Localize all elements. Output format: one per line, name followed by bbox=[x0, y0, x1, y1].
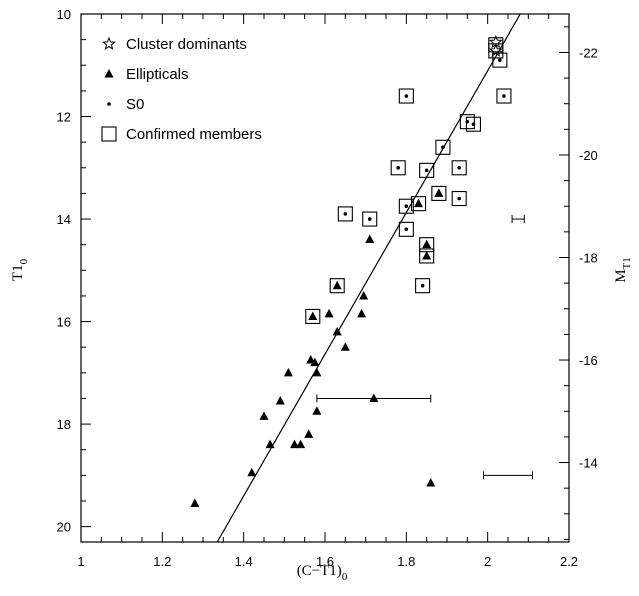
y-axis-label: T10 bbox=[10, 258, 30, 281]
triangle-marker bbox=[422, 239, 432, 249]
dot-marker bbox=[404, 227, 409, 232]
triangle-marker bbox=[304, 429, 314, 438]
dot-marker bbox=[396, 165, 401, 170]
y-tick-label: 12 bbox=[57, 110, 71, 125]
triangle-marker bbox=[324, 308, 334, 318]
triangle-marker bbox=[296, 439, 306, 449]
triangle-marker bbox=[414, 198, 424, 208]
triangle-marker bbox=[369, 393, 379, 402]
right-tick-label: -22 bbox=[579, 45, 598, 60]
right-tick-label: -20 bbox=[579, 148, 598, 163]
fit-line bbox=[216, 13, 521, 543]
triangle-marker bbox=[312, 406, 322, 415]
x-tick-label: 1.4 bbox=[235, 554, 253, 569]
triangle-marker bbox=[275, 396, 285, 405]
triangle-marker bbox=[332, 280, 342, 290]
right-axis-label: MT1 bbox=[613, 257, 633, 283]
x-axis-label: (C−T1)0 bbox=[297, 563, 348, 583]
legend-label: Cluster dominants bbox=[126, 36, 247, 53]
triangle-marker bbox=[265, 439, 275, 449]
square-marker bbox=[435, 139, 451, 155]
x-tick-label: 2 bbox=[484, 554, 491, 569]
y-tick-label: 20 bbox=[57, 520, 71, 535]
square-marker bbox=[398, 221, 414, 237]
dot-marker bbox=[502, 94, 506, 98]
triangle-marker bbox=[247, 467, 257, 477]
dot-marker bbox=[424, 168, 429, 173]
dot-marker bbox=[367, 217, 372, 221]
legend-square-marker bbox=[101, 126, 117, 142]
square-marker bbox=[305, 308, 321, 324]
dot-marker bbox=[404, 204, 409, 209]
dot-marker bbox=[498, 58, 502, 62]
triangle-marker bbox=[283, 367, 293, 377]
dot-marker bbox=[420, 283, 425, 288]
square-marker bbox=[492, 52, 508, 68]
dot-marker bbox=[457, 165, 462, 170]
x-tick-label: 1.8 bbox=[397, 554, 415, 569]
triangle-marker bbox=[357, 308, 367, 318]
dot-marker bbox=[441, 145, 445, 150]
right-tick-label: -14 bbox=[579, 456, 598, 471]
square-marker bbox=[390, 160, 406, 176]
triangle-marker bbox=[290, 439, 299, 449]
triangle-marker bbox=[190, 498, 200, 508]
legend-star-marker bbox=[101, 36, 117, 50]
triangle-marker bbox=[310, 357, 320, 367]
x-tick-label: 1.6 bbox=[316, 554, 334, 569]
square-marker bbox=[451, 190, 467, 207]
dot-marker bbox=[343, 212, 348, 216]
dot-marker bbox=[471, 122, 476, 127]
y-tick-label: 18 bbox=[57, 417, 71, 432]
x-tick-label: 1 bbox=[77, 554, 84, 569]
legend-label: Confirmed members bbox=[126, 126, 262, 143]
square-marker bbox=[465, 116, 481, 132]
dot-marker bbox=[465, 119, 470, 124]
square-marker bbox=[329, 278, 345, 294]
triangle-marker bbox=[359, 290, 369, 300]
square-marker bbox=[451, 160, 467, 176]
triangle-marker bbox=[312, 367, 322, 377]
triangle-marker bbox=[434, 188, 444, 197]
square-marker bbox=[419, 248, 435, 264]
y-tick-label: 14 bbox=[57, 212, 71, 227]
dot-marker bbox=[457, 196, 462, 201]
square-marker bbox=[398, 198, 414, 214]
right-tick-label: -16 bbox=[579, 353, 598, 368]
plot-frame bbox=[80, 13, 570, 543]
right-tick-label: -18 bbox=[579, 250, 598, 265]
triangle-marker bbox=[308, 311, 318, 320]
triangle-marker bbox=[259, 411, 269, 420]
square-marker bbox=[415, 278, 431, 294]
legend-label: Ellipticals bbox=[126, 66, 189, 83]
square-marker bbox=[431, 185, 447, 201]
triangle-marker bbox=[365, 234, 375, 244]
legend-triangle-marker bbox=[104, 69, 114, 78]
triangle-marker bbox=[426, 478, 436, 487]
triangle-marker bbox=[332, 326, 342, 336]
x-tick-label: 1.2 bbox=[153, 554, 171, 569]
y-tick-label: 10 bbox=[57, 7, 71, 22]
square-marker bbox=[496, 88, 512, 104]
star-marker bbox=[488, 43, 503, 57]
square-marker bbox=[398, 88, 414, 104]
square-marker bbox=[362, 211, 378, 227]
legend-label: S0 bbox=[126, 96, 144, 113]
dot-marker bbox=[404, 94, 409, 98]
square-marker bbox=[410, 196, 427, 212]
square-marker bbox=[337, 206, 353, 222]
x-tick-label: 2.2 bbox=[560, 554, 578, 569]
square-marker bbox=[459, 114, 475, 130]
triangle-marker bbox=[340, 342, 350, 351]
y-tick-label: 16 bbox=[57, 315, 71, 330]
square-marker bbox=[419, 162, 435, 178]
legend-dot-marker bbox=[107, 102, 111, 106]
triangle-marker bbox=[422, 250, 432, 260]
